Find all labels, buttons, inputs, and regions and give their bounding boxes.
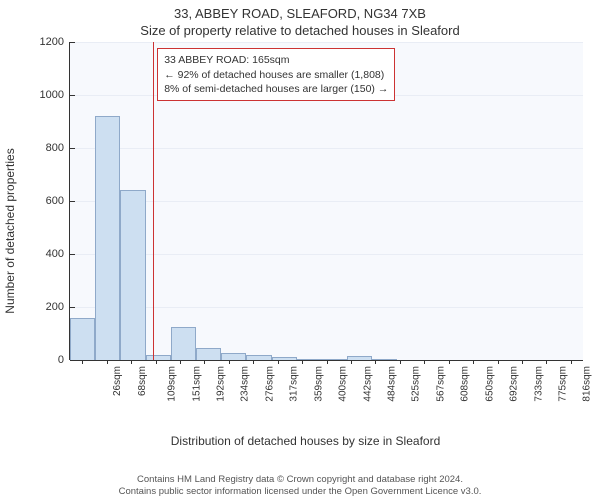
x-tick-mark	[253, 360, 254, 364]
x-tick-mark	[229, 360, 230, 364]
x-tick-label: 816sqm	[582, 366, 593, 402]
x-tick-label: 400sqm	[338, 366, 349, 402]
x-tick-label: 109sqm	[167, 366, 178, 402]
y-tick-label: 1200	[40, 36, 70, 48]
x-tick-label: 276sqm	[264, 366, 275, 402]
footer-line: Contains HM Land Registry data © Crown c…	[0, 474, 600, 486]
callout-line: ← 92% of detached houses are smaller (1,…	[164, 68, 388, 82]
y-tick-label: 200	[46, 301, 70, 313]
title-sub: Size of property relative to detached ho…	[0, 21, 600, 42]
x-tick-label: 26sqm	[112, 366, 123, 396]
x-tick-label: 775sqm	[558, 366, 569, 402]
bar	[221, 353, 246, 360]
y-tick-label: 400	[46, 248, 70, 260]
x-tick-label: 733sqm	[533, 366, 544, 402]
x-tick-mark	[375, 360, 376, 364]
y-tick-label: 0	[58, 354, 70, 366]
title-main: 33, ABBEY ROAD, SLEAFORD, NG34 7XB	[0, 0, 600, 21]
y-tick-label: 600	[46, 195, 70, 207]
x-tick-label: 234sqm	[240, 366, 251, 402]
x-tick-label: 442sqm	[362, 366, 373, 402]
x-tick-label: 151sqm	[191, 366, 202, 402]
x-ticks: 26sqm 68sqm 109sqm 151sqm 192sqm 234sqm 276sqm…	[70, 360, 583, 420]
x-axis-label: Distribution of detached houses by size …	[171, 434, 441, 448]
x-tick-mark	[449, 360, 450, 364]
x-tick-label: 317sqm	[289, 366, 300, 402]
x-tick-label: 692sqm	[509, 366, 520, 402]
x-tick-mark	[546, 360, 547, 364]
x-tick-mark	[82, 360, 83, 364]
y-tick-label: 800	[46, 142, 70, 154]
x-tick-label: 68sqm	[137, 366, 148, 396]
chart: Number of detached properties 33 ABBEY R…	[28, 42, 583, 420]
x-tick-mark	[522, 360, 523, 364]
x-tick-mark	[204, 360, 205, 364]
x-tick-mark	[131, 360, 132, 364]
y-tick-label: 1000	[40, 89, 70, 101]
x-tick-label: 525sqm	[411, 366, 422, 402]
x-tick-label: 567sqm	[435, 366, 446, 402]
x-tick-mark	[400, 360, 401, 364]
bar	[120, 190, 145, 360]
x-tick-mark	[302, 360, 303, 364]
x-tick-mark	[156, 360, 157, 364]
y-axis-label: Number of detached properties	[3, 148, 17, 313]
x-tick-mark	[571, 360, 572, 364]
footer: Contains HM Land Registry data © Crown c…	[0, 474, 600, 498]
x-tick-mark	[107, 360, 108, 364]
x-tick-mark	[424, 360, 425, 364]
callout-line: 33 ABBEY ROAD: 165sqm	[164, 53, 388, 67]
bar	[95, 116, 120, 360]
bar	[70, 318, 95, 360]
reference-marker	[153, 42, 154, 360]
callout-box: 33 ABBEY ROAD: 165sqm ← 92% of detached …	[157, 48, 395, 101]
callout-line: 8% of semi-detached houses are larger (1…	[164, 82, 388, 96]
x-tick-label: 484sqm	[387, 366, 398, 402]
x-tick-mark	[473, 360, 474, 364]
x-tick-label: 608sqm	[460, 366, 471, 402]
bar	[171, 327, 196, 360]
plot-area: 33 ABBEY ROAD: 165sqm ← 92% of detached …	[70, 42, 583, 360]
bar	[196, 348, 221, 360]
x-tick-mark	[278, 360, 279, 364]
x-tick-label: 650sqm	[484, 366, 495, 402]
x-tick-mark	[351, 360, 352, 364]
x-tick-label: 192sqm	[216, 366, 227, 402]
x-tick-label: 359sqm	[313, 366, 324, 402]
footer-line: Contains public sector information licen…	[0, 486, 600, 498]
x-tick-mark	[327, 360, 328, 364]
x-tick-mark	[180, 360, 181, 364]
x-tick-mark	[498, 360, 499, 364]
